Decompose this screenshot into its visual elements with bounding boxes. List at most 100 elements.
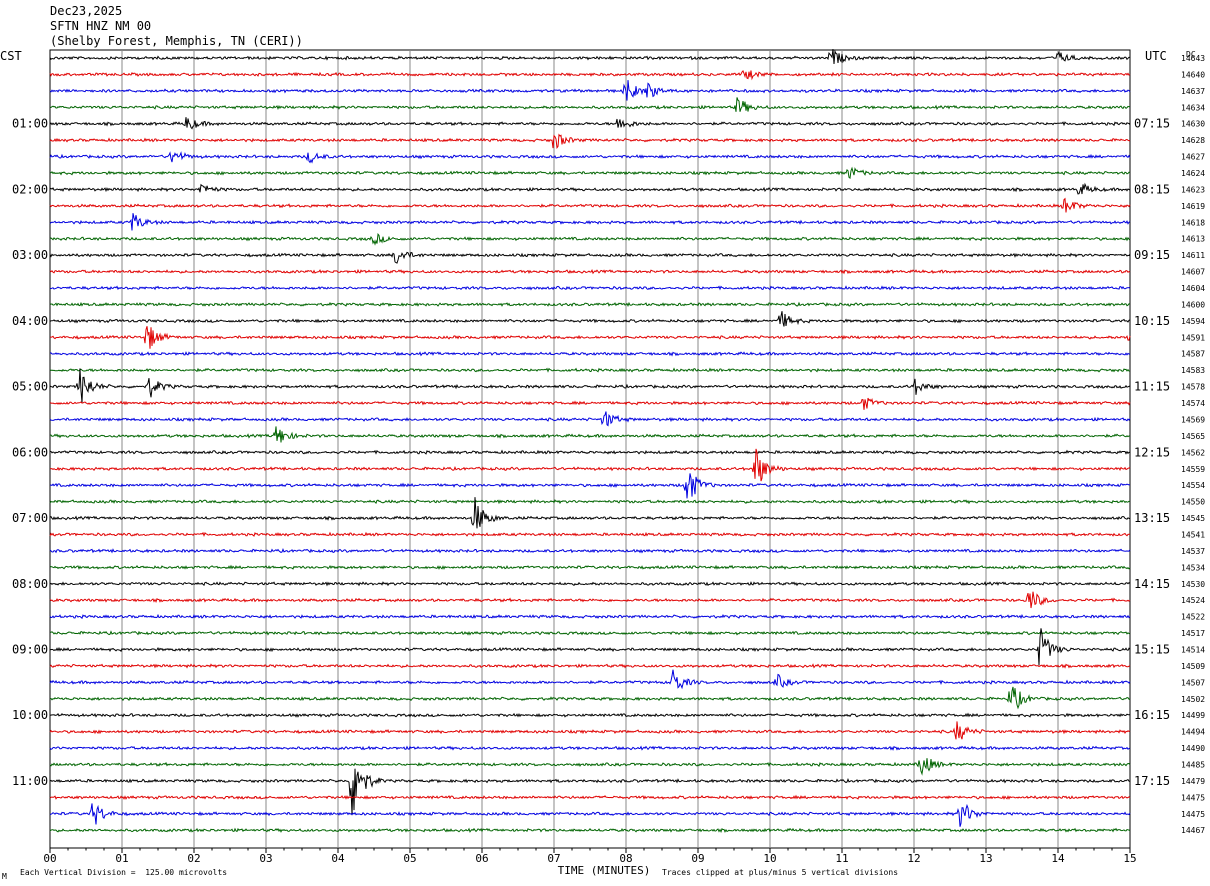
trace-line (50, 448, 1131, 482)
trace-line (49, 630, 1131, 636)
right-time-label: 16:15 (1134, 708, 1170, 722)
trace-line (49, 397, 1131, 410)
dc-offset-label: 14634 (1181, 103, 1205, 112)
scale-note: Each Vertical Division = 125.00 microvol… (20, 868, 228, 877)
dc-label: DC (1186, 50, 1196, 59)
trace-line (49, 499, 1131, 505)
x-tick-label: 03 (259, 852, 272, 865)
header-location: (Shelby Forest, Memphis, TN (CERI)) (50, 34, 303, 48)
left-time-label: 10:00 (12, 708, 48, 722)
dc-offset-label: 14485 (1181, 760, 1205, 769)
trace-line (49, 311, 1131, 327)
dc-offset-label: 14499 (1181, 711, 1205, 720)
dc-offset-label: 14550 (1181, 498, 1205, 507)
x-tick-label: 12 (907, 852, 920, 865)
left-time-label: 02:00 (12, 182, 48, 196)
trace-line (49, 564, 1131, 570)
dc-offset-label: 14475 (1181, 810, 1205, 819)
trace-line (49, 285, 1131, 291)
left-time-label: 07:00 (12, 511, 48, 525)
trace-line (49, 197, 1131, 213)
left-time-label: 08:00 (12, 577, 48, 591)
corner-mark: M (2, 872, 7, 881)
trace-line (49, 351, 1131, 357)
dc-offset-label: 14611 (1181, 251, 1205, 260)
trace-line (49, 591, 1131, 609)
trace-line (49, 531, 1130, 538)
dc-offset-label: 14627 (1181, 153, 1205, 162)
trace-line (49, 367, 1131, 373)
dc-offset-label: 14467 (1181, 826, 1205, 835)
x-tick-label: 10 (763, 852, 776, 865)
x-tick-label: 02 (187, 852, 200, 865)
dc-offset-label: 14517 (1181, 629, 1205, 638)
dc-offset-label: 14643 (1181, 54, 1205, 63)
right-time-label: 11:15 (1134, 380, 1170, 394)
right-time-label: 17:15 (1134, 774, 1170, 788)
dc-offset-label: 14624 (1181, 169, 1205, 178)
dc-offset-label: 14628 (1181, 136, 1205, 145)
dc-offset-label: 14562 (1181, 448, 1205, 457)
trace-line (49, 411, 1131, 427)
dc-offset-label: 14613 (1181, 235, 1205, 244)
trace-line (49, 251, 1131, 264)
x-tick-label: 11 (835, 852, 848, 865)
left-time-label: 09:00 (12, 642, 48, 656)
trace-line (50, 166, 1131, 179)
dc-offset-label: 14530 (1181, 580, 1205, 589)
trace-line (49, 368, 1131, 403)
x-tick-label: 14 (1051, 852, 1065, 865)
trace-line (49, 628, 1131, 666)
clip-note: Traces clipped at plus/minus 5 vertical … (662, 868, 899, 877)
dc-offset-label: 14522 (1181, 613, 1205, 622)
dc-offset-label: 14502 (1181, 695, 1205, 704)
left-time-label: 01:00 (12, 117, 48, 131)
dc-offset-label: 14537 (1181, 547, 1205, 556)
trace-line (49, 768, 1131, 816)
trace-line (49, 669, 1131, 690)
dc-offset-label: 14574 (1181, 399, 1205, 408)
right-time-label: 09:15 (1134, 248, 1170, 262)
trace-line (49, 794, 1131, 800)
trace-line (49, 182, 1131, 195)
right-time-label: 12:15 (1134, 445, 1170, 459)
dc-offset-label: 14630 (1181, 120, 1205, 129)
x-tick-label: 00 (43, 852, 56, 865)
trace-line (49, 151, 1131, 164)
dc-offset-label: 14494 (1181, 728, 1205, 737)
dc-offset-label: 14578 (1181, 383, 1205, 392)
trace-line (49, 663, 1131, 669)
right-axis-label: UTC (1145, 49, 1167, 63)
trace-line (49, 827, 1131, 833)
header-date: Dec23,2025 (50, 4, 123, 18)
right-time-label: 13:15 (1134, 511, 1170, 525)
dc-offset-label: 14490 (1181, 744, 1205, 753)
trace-line (49, 213, 1131, 231)
dc-offset-label: 14607 (1181, 268, 1205, 277)
trace-line (49, 613, 1131, 620)
dc-offset-label: 14507 (1181, 678, 1205, 687)
x-tick-label: 13 (979, 852, 992, 865)
trace-line (49, 69, 1131, 81)
dc-offset-label: 14565 (1181, 432, 1205, 441)
right-time-label: 07:15 (1134, 117, 1170, 131)
left-time-label: 05:00 (12, 380, 48, 394)
trace-line (49, 133, 1131, 149)
trace-line (49, 449, 1131, 455)
right-time-label: 14:15 (1134, 577, 1170, 591)
header-station: SFTN HNZ NM 00 (50, 19, 152, 33)
dc-offset-label: 14514 (1181, 645, 1205, 654)
dc-offset-label: 14524 (1181, 596, 1205, 605)
x-tick-label: 07 (547, 852, 560, 865)
x-axis-label: TIME (MINUTES) (558, 864, 651, 877)
dc-offset-label: 14600 (1181, 300, 1205, 309)
x-tick-label: 06 (475, 852, 488, 865)
trace-line (49, 712, 1131, 718)
dc-offset-label: 14559 (1181, 465, 1205, 474)
dc-offset-label: 14545 (1181, 514, 1205, 523)
trace-line (49, 301, 1131, 307)
dc-offset-label: 14509 (1181, 662, 1205, 671)
dc-offset-label: 14623 (1181, 185, 1205, 194)
trace-line (49, 758, 1131, 776)
trace-line (49, 686, 1131, 710)
